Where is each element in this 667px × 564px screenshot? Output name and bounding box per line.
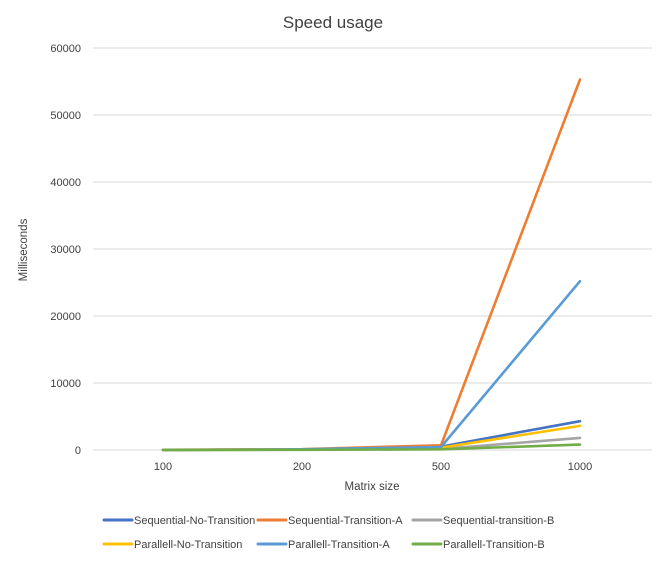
legend-label: Sequential-No-Transition <box>134 515 255 527</box>
legend-label: Parallell-No-Transition <box>134 539 242 551</box>
legend-label: Sequential-transition-B <box>443 515 554 527</box>
x-tick-label: 100 <box>154 461 172 473</box>
legend-item: Parallell-No-Transition <box>102 539 242 551</box>
legend-label: Parallell-Transition-B <box>443 539 545 551</box>
x-tick-label: 1000 <box>568 461 592 473</box>
y-axis-title: Milliseconds <box>18 218 30 281</box>
legend-item: Parallell-Transition-A <box>256 539 390 551</box>
y-axis-ticks: 0 10000 20000 30000 40000 50000 60000 <box>50 43 81 457</box>
y-tick-label: 10000 <box>50 378 81 390</box>
legend-label: Sequential-Transition-A <box>288 515 403 527</box>
x-tick-label: 500 <box>432 461 450 473</box>
y-tick-label: 20000 <box>50 311 81 323</box>
y-tick-label: 40000 <box>50 177 81 189</box>
series-line-sequential-transition-a <box>161 78 582 452</box>
x-axis-title: Matrix size <box>345 481 400 493</box>
y-tick-label: 0 <box>75 445 81 457</box>
legend: Sequential-No-Transition Sequential-Trans… <box>102 515 554 551</box>
series-line-parallell-transition-b <box>161 443 582 452</box>
legend-item: Sequential-transition-B <box>411 515 554 527</box>
gridlines <box>93 47 652 451</box>
x-axis-ticks: 100 200 500 1000 <box>154 461 592 473</box>
series-lines <box>161 78 582 452</box>
x-tick-label: 200 <box>293 461 311 473</box>
y-tick-label: 60000 <box>50 43 81 55</box>
legend-item: Sequential-No-Transition <box>102 515 255 527</box>
legend-item: Sequential-Transition-A <box>256 515 403 527</box>
series-line-parallell-transition-a <box>161 279 582 452</box>
legend-item: Parallell-Transition-B <box>411 539 545 551</box>
legend-label: Parallell-Transition-A <box>288 539 390 551</box>
chart-title: Speed usage <box>283 13 383 32</box>
y-tick-label: 50000 <box>50 110 81 122</box>
y-tick-label: 30000 <box>50 244 81 256</box>
